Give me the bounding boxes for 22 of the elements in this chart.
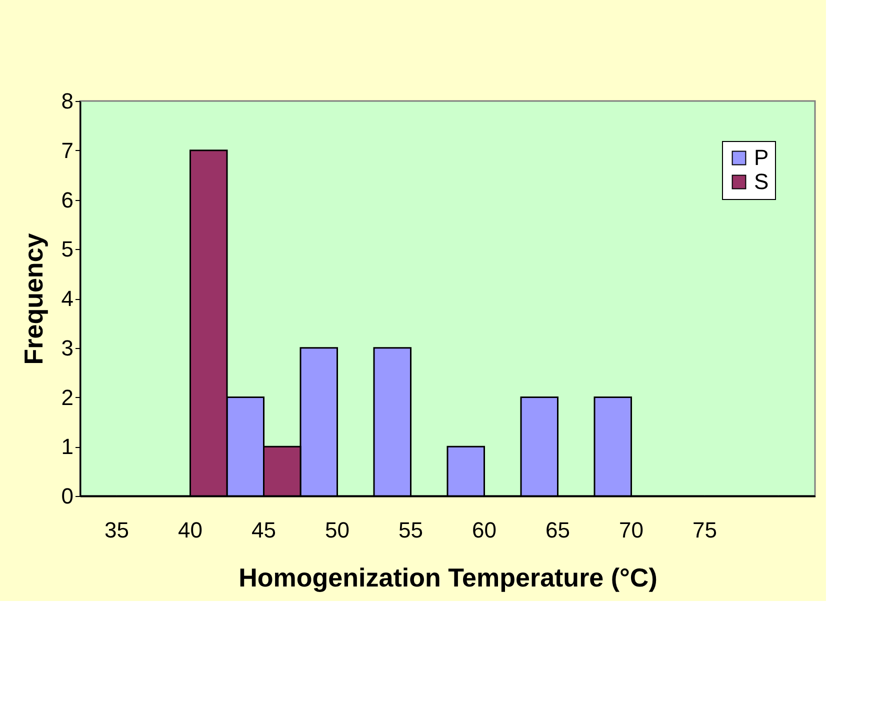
legend-label: S: [754, 169, 769, 194]
x-tick-label: 65: [546, 518, 570, 542]
y-tick-label: 0: [61, 484, 74, 508]
y-tick-label: 2: [61, 384, 74, 410]
y-tick-label: 5: [61, 236, 74, 262]
x-tick-label: 75: [692, 518, 717, 542]
y-tick-label: 6: [61, 187, 74, 212]
x-tick-label: 70: [619, 518, 644, 542]
y-tick-label: 8: [61, 88, 74, 114]
x-tick-label: 40: [178, 518, 202, 542]
x-tick-label: 60: [472, 518, 496, 542]
y-tick-label: 3: [61, 335, 74, 360]
x-tick-label: 50: [325, 518, 350, 542]
y-tick-label: 7: [61, 138, 74, 163]
y-tick-label: 1: [61, 434, 74, 460]
x-tick-label: 55: [398, 518, 423, 542]
x-tick-label: 35: [104, 518, 129, 542]
y-axis-title: Frequency: [18, 232, 48, 365]
legend-label: P: [754, 145, 769, 170]
y-tick-label: 4: [61, 286, 74, 311]
x-axis-title: Homogenization Temperature (°C): [238, 562, 658, 592]
x-tick-label: 45: [252, 518, 276, 542]
